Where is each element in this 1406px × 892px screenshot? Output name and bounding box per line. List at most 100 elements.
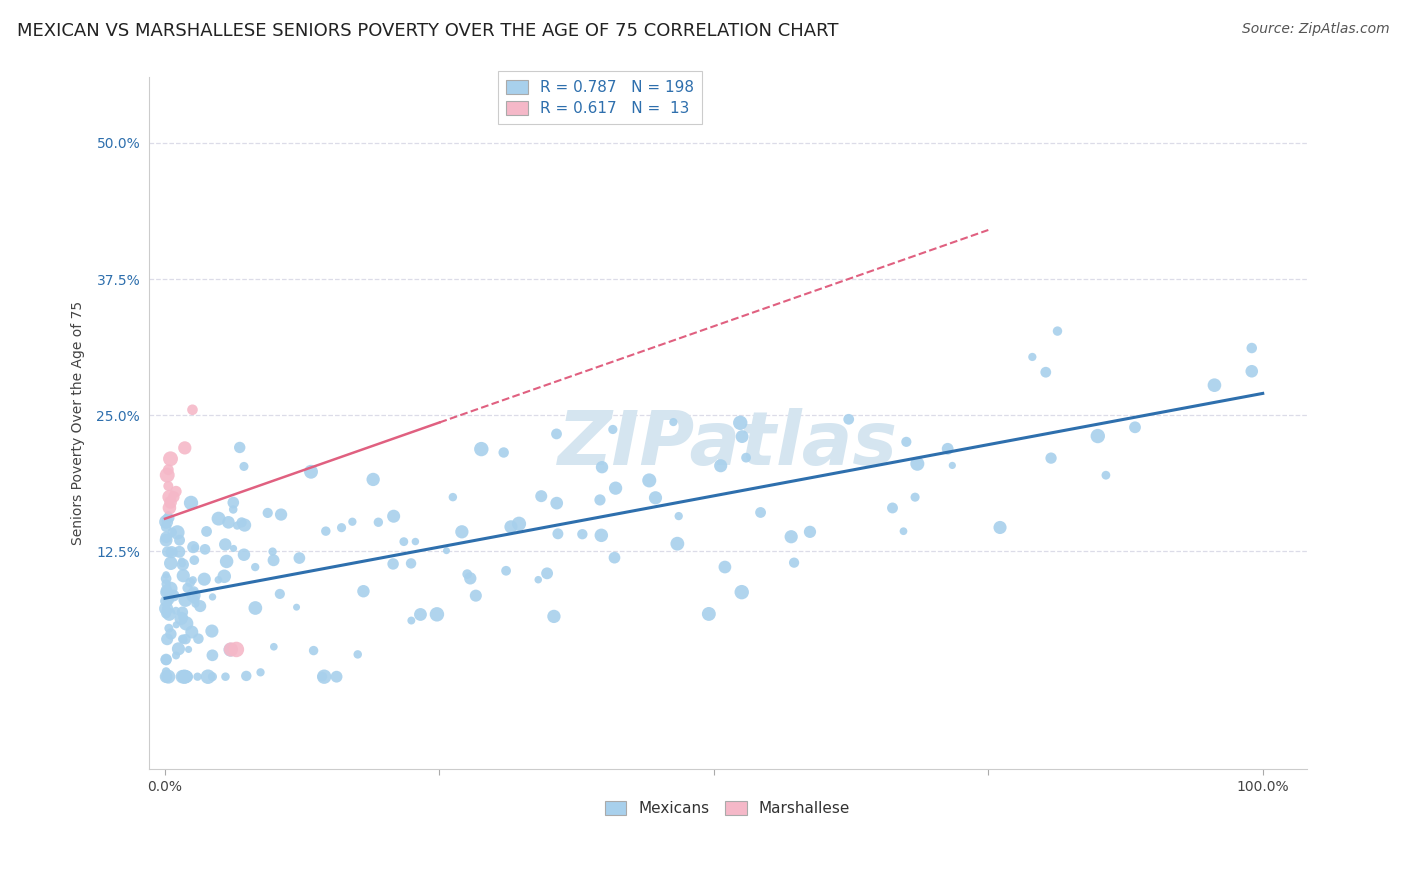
Point — [263, 553, 285, 567]
Point — [228, 441, 250, 455]
Point — [589, 492, 612, 507]
Point — [155, 515, 177, 529]
Point — [155, 533, 177, 548]
Point — [1240, 341, 1263, 355]
Point — [1035, 365, 1057, 379]
Point — [155, 669, 177, 683]
Point — [186, 670, 208, 684]
Point — [222, 541, 245, 556]
Point — [155, 601, 177, 615]
Point — [464, 589, 486, 603]
Point — [183, 588, 205, 602]
Point — [543, 609, 565, 624]
Point — [838, 412, 860, 426]
Point — [157, 595, 180, 609]
Point — [155, 652, 177, 666]
Point — [188, 599, 211, 613]
Point — [1240, 364, 1263, 378]
Point — [219, 642, 242, 657]
Point — [225, 642, 247, 657]
Point — [346, 648, 368, 662]
Point — [165, 648, 187, 663]
Point — [155, 653, 177, 667]
Point — [299, 465, 322, 479]
Point — [731, 585, 754, 599]
Point — [262, 544, 284, 558]
Point — [172, 632, 194, 646]
Point — [173, 670, 195, 684]
Point — [172, 632, 194, 647]
Point — [183, 553, 205, 567]
Point — [492, 445, 515, 459]
Point — [456, 567, 478, 582]
Point — [155, 607, 177, 621]
Point — [157, 479, 180, 493]
Point — [207, 573, 229, 587]
Point — [159, 511, 181, 525]
Point — [1021, 350, 1043, 364]
Point — [546, 496, 568, 510]
Point — [180, 496, 202, 510]
Point — [157, 500, 180, 515]
Point — [172, 670, 194, 684]
Point — [155, 601, 177, 615]
Text: ZIPatlas: ZIPatlas — [558, 408, 897, 481]
Point — [173, 441, 195, 455]
Point — [799, 524, 821, 539]
Point — [155, 572, 177, 586]
Point — [409, 607, 432, 622]
Point — [184, 592, 207, 607]
Point — [896, 434, 918, 449]
Point — [314, 670, 336, 684]
Point — [527, 573, 550, 587]
Point — [155, 603, 177, 617]
Point — [451, 524, 474, 539]
Point — [155, 592, 177, 607]
Point — [176, 670, 198, 684]
Point — [167, 641, 190, 656]
Point — [197, 670, 219, 684]
Point — [172, 605, 194, 619]
Point — [219, 642, 242, 657]
Point — [352, 584, 374, 599]
Point — [155, 515, 177, 529]
Point — [156, 511, 179, 525]
Point — [184, 597, 207, 611]
Point — [222, 502, 245, 516]
Point — [905, 457, 928, 471]
Point — [302, 643, 325, 657]
Point — [749, 506, 772, 520]
Point — [181, 540, 204, 554]
Point — [668, 509, 690, 524]
Point — [546, 426, 568, 441]
Point — [170, 611, 193, 625]
Point — [249, 665, 271, 680]
Point — [285, 600, 308, 615]
Point — [231, 516, 253, 530]
Point — [780, 530, 803, 544]
Point — [155, 594, 177, 608]
Point — [215, 554, 238, 568]
Point — [159, 495, 181, 509]
Point — [174, 593, 197, 607]
Point — [222, 495, 245, 509]
Point — [214, 537, 236, 551]
Point — [270, 508, 292, 522]
Point — [194, 542, 217, 557]
Point — [181, 402, 204, 417]
Point — [233, 548, 256, 562]
Point — [530, 489, 553, 503]
Point — [367, 515, 389, 529]
Point — [157, 670, 180, 684]
Point — [155, 520, 177, 534]
Point — [157, 490, 180, 504]
Point — [735, 450, 758, 465]
Point — [176, 581, 198, 595]
Point — [508, 516, 530, 531]
Point — [157, 607, 180, 622]
Point — [212, 569, 235, 583]
Y-axis label: Seniors Poverty Over the Age of 75: Seniors Poverty Over the Age of 75 — [72, 301, 86, 545]
Legend: Mexicans, Marshallese: Mexicans, Marshallese — [598, 793, 858, 824]
Point — [697, 607, 720, 621]
Point — [602, 422, 624, 436]
